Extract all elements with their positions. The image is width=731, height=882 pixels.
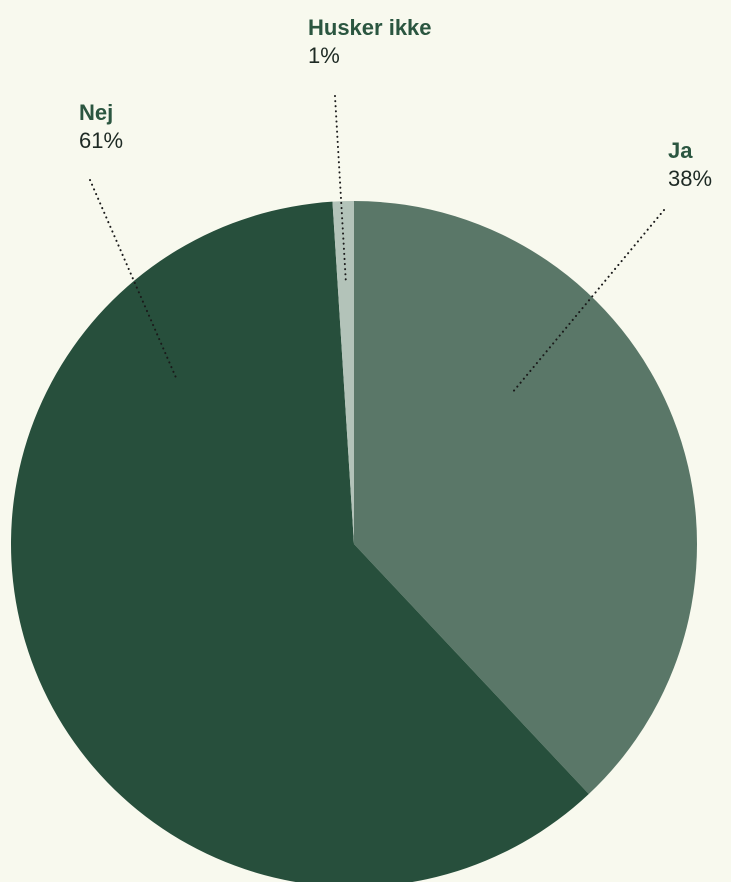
leader-line-ja — [511, 209, 665, 394]
slice-label-ja-value: 38% — [668, 166, 713, 192]
slice-label-nej-name: Nej — [79, 100, 114, 125]
slice-label-nej-value: 61% — [79, 128, 124, 154]
slice-label-ja-name: Ja — [668, 138, 693, 163]
pie-slice-nej — [11, 201, 589, 882]
leader-line-husker-ikke — [334, 95, 347, 285]
slice-label-husker-ikke: Husker ikke 1% — [308, 14, 432, 70]
slice-label-husker-ikke-value: 1% — [308, 43, 340, 69]
slice-label-ja: Ja 38% — [668, 137, 712, 193]
slice-label-nej: Nej 61% — [79, 99, 123, 155]
slice-label-husker-ikke-name: Husker ikke — [308, 15, 432, 40]
pie-slice-ja — [354, 201, 698, 795]
leader-line-nej — [89, 179, 178, 381]
pie-slice-husker-ikke — [332, 201, 354, 544]
